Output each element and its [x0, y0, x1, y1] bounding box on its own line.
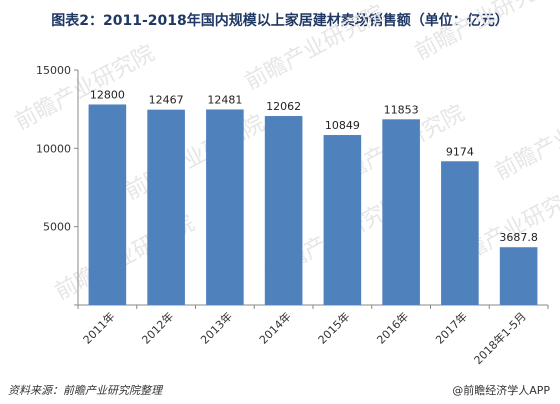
x-tick-label: 2016年: [374, 309, 411, 346]
bar-value-label: 12800: [90, 88, 125, 101]
bar-value-label: 12062: [266, 100, 301, 113]
x-tick-label: 2018年1-5月: [471, 309, 529, 367]
y-tick-label: 10000: [36, 142, 71, 155]
watermark-text: 前瞻产业研究院: [11, 41, 159, 135]
y-tick-label: 5000: [43, 221, 71, 234]
bar: [323, 135, 362, 305]
x-tick-label: 2014年: [256, 309, 293, 346]
bar: [147, 109, 185, 305]
bar-value-label: 3687.8: [499, 231, 538, 244]
credit-note: @前瞻经济学人APP: [452, 384, 550, 397]
bar: [382, 119, 420, 305]
bar-value-label: 10849: [325, 119, 360, 132]
x-tick-label: 2017年: [433, 309, 470, 346]
chart-title: 图表2：2011-2018年国内规模以上家居建材卖场销售额（单位：亿元）: [51, 13, 509, 29]
watermark-text: 前瞻产业研究院: [411, 0, 559, 65]
bar-value-label: 9174: [446, 145, 474, 158]
x-tick-label: 2011年: [80, 309, 117, 346]
bar-value-label: 12481: [207, 93, 242, 106]
x-tick-label: 2012年: [139, 309, 176, 346]
watermark-text: 前瞻产业研究院: [121, 111, 269, 205]
bar-value-label: 12467: [149, 94, 184, 107]
bar-value-label: 11853: [384, 103, 419, 116]
y-tick-label: 15000: [36, 64, 71, 77]
bar: [441, 161, 479, 305]
x-tick-label: 2013年: [198, 309, 235, 346]
x-tick-label: 2015年: [315, 309, 352, 346]
bar: [88, 104, 127, 305]
bar: [206, 109, 244, 306]
watermark-text: 前瞻产业研究院: [491, 91, 560, 185]
source-note: 资料来源：前瞻产业研究院整理: [8, 384, 162, 397]
watermark-text: 前瞻产业研究院: [241, 1, 389, 95]
bar: [264, 116, 303, 306]
chart-bars: [88, 104, 538, 306]
bar: [499, 247, 538, 305]
